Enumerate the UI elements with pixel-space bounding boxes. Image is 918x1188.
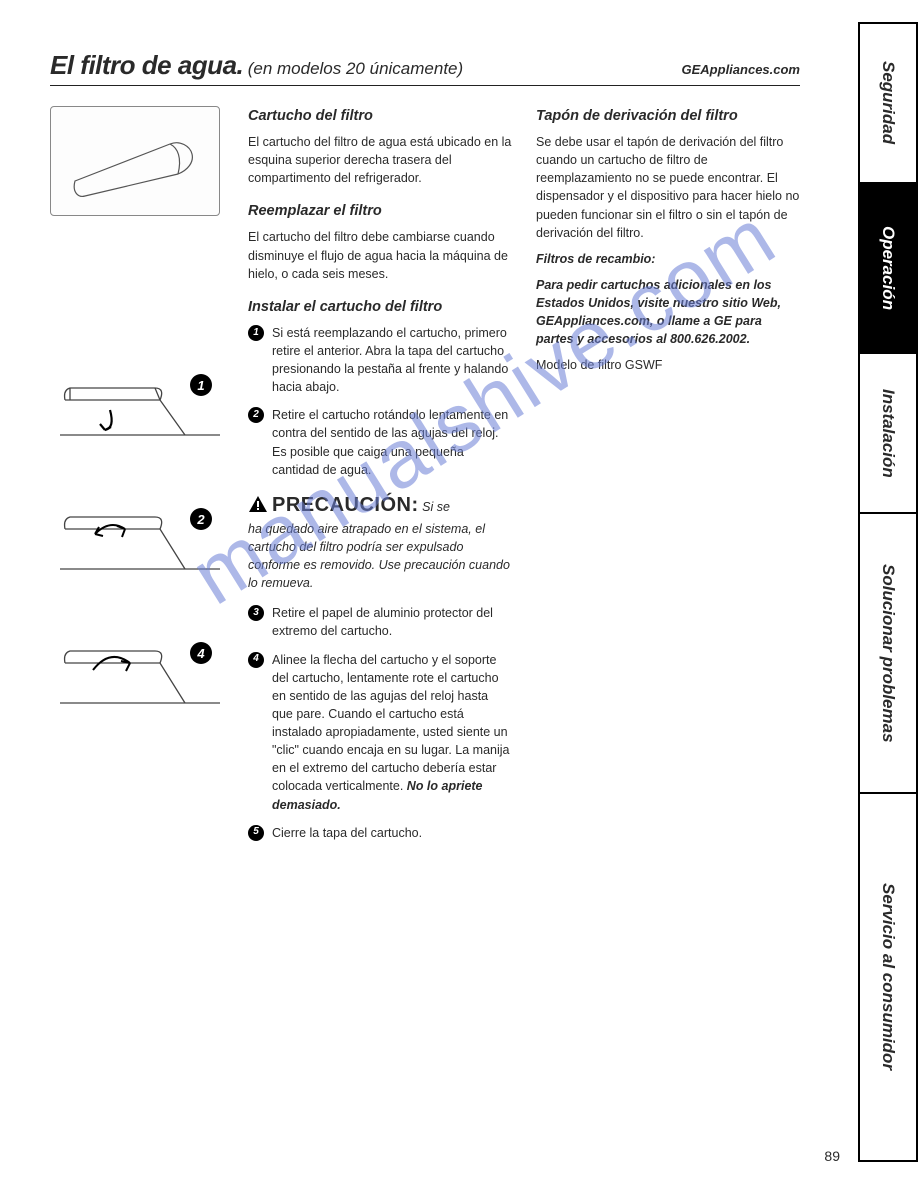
- caution-body: ha quedado aire atrapado en el sistema, …: [248, 520, 512, 593]
- figure-step-2: 2: [50, 474, 230, 594]
- step-text: Alinee la flecha del cartucho y el sopor…: [272, 653, 510, 794]
- model-info: Modelo de filtro GSWF: [536, 356, 800, 374]
- caution-lead: Si se: [422, 500, 450, 514]
- caution-block: PRECAUCIÓN: Si se ha quedado aire atrapa…: [248, 491, 512, 593]
- install-steps-b: 3 Retire el papel de aluminio protector d…: [248, 604, 512, 842]
- page-title: El filtro de agua.: [50, 50, 243, 80]
- step-text: Si está reemplazando el cartucho, primer…: [272, 326, 508, 394]
- step-badge-2: 2: [190, 508, 212, 530]
- step-badge-1: 1: [190, 374, 212, 396]
- heading-instalar: Instalar el cartucho del filtro: [248, 297, 512, 318]
- figures-column: 1 2: [50, 106, 230, 852]
- step-text: Cierre la tapa del cartucho.: [272, 826, 422, 840]
- cartridge-icon: [60, 116, 210, 206]
- num-badge-2: 2: [248, 407, 264, 423]
- tab-operacion[interactable]: Operación: [860, 184, 916, 354]
- num-badge-3: 3: [248, 605, 264, 621]
- step-item: 3 Retire el papel de aluminio protector d…: [248, 604, 512, 640]
- num-badge-1: 1: [248, 325, 264, 341]
- page-header: El filtro de agua. (en modelos 20 únicam…: [50, 50, 800, 86]
- page-subtitle: (en modelos 20 únicamente): [248, 59, 463, 78]
- para-reemplazar: El cartucho del filtro debe cambiarse cu…: [248, 228, 512, 282]
- step-item: 5 Cierre la tapa del cartucho.: [248, 824, 512, 842]
- num-badge-5: 5: [248, 825, 264, 841]
- num-badge-4: 4: [248, 652, 264, 668]
- step-text: Retire el papel de aluminio protector de…: [272, 606, 493, 638]
- brand-link: GEAppliances.com: [682, 62, 800, 77]
- step-item: 4 Alinee la flecha del cartucho y el sopo…: [248, 651, 512, 814]
- column-a: Cartucho del filtro El cartucho del filt…: [248, 106, 512, 852]
- figure-cartridge: [50, 106, 220, 216]
- tab-instalacion[interactable]: Instalación: [860, 354, 916, 514]
- tab-servicio[interactable]: Servicio al consumidor: [860, 794, 916, 1160]
- figure-step-1: 1: [50, 340, 230, 460]
- step-text: Retire el cartucho rotándolo lentamente …: [272, 408, 508, 476]
- para-cartucho: El cartucho del filtro de agua está ubic…: [248, 133, 512, 187]
- heading-reemplazar: Reemplazar el filtro: [248, 201, 512, 222]
- step-badge-4: 4: [190, 642, 212, 664]
- page-number: 89: [824, 1148, 840, 1164]
- figure-step-4: 4: [50, 608, 230, 728]
- para-tapon: Se debe usar el tapón de derivación del …: [536, 133, 800, 242]
- install-steps-a: 1 Si está reemplazando el cartucho, prime…: [248, 324, 512, 479]
- heading-cartucho: Cartucho del filtro: [248, 106, 512, 127]
- step-item: 1 Si está reemplazando el cartucho, prime…: [248, 324, 512, 397]
- heading-recambio: Filtros de recambio:: [536, 250, 800, 268]
- caution-title: PRECAUCIÓN:: [272, 494, 419, 516]
- warning-icon: [248, 495, 268, 518]
- step-item: 2 Retire el cartucho rotándolo lentamente…: [248, 406, 512, 479]
- heading-tapon: Tapón de derivación del filtro: [536, 106, 800, 127]
- tab-seguridad[interactable]: Seguridad: [860, 24, 916, 184]
- column-b: Tapón de derivación del filtro Se debe u…: [536, 106, 800, 852]
- tab-solucionar[interactable]: Solucionar problemas: [860, 514, 916, 794]
- para-recambio: Para pedir cartuchos adicionales en los …: [536, 276, 800, 349]
- section-tabs: Seguridad Operación Instalación Solucion…: [858, 22, 918, 1162]
